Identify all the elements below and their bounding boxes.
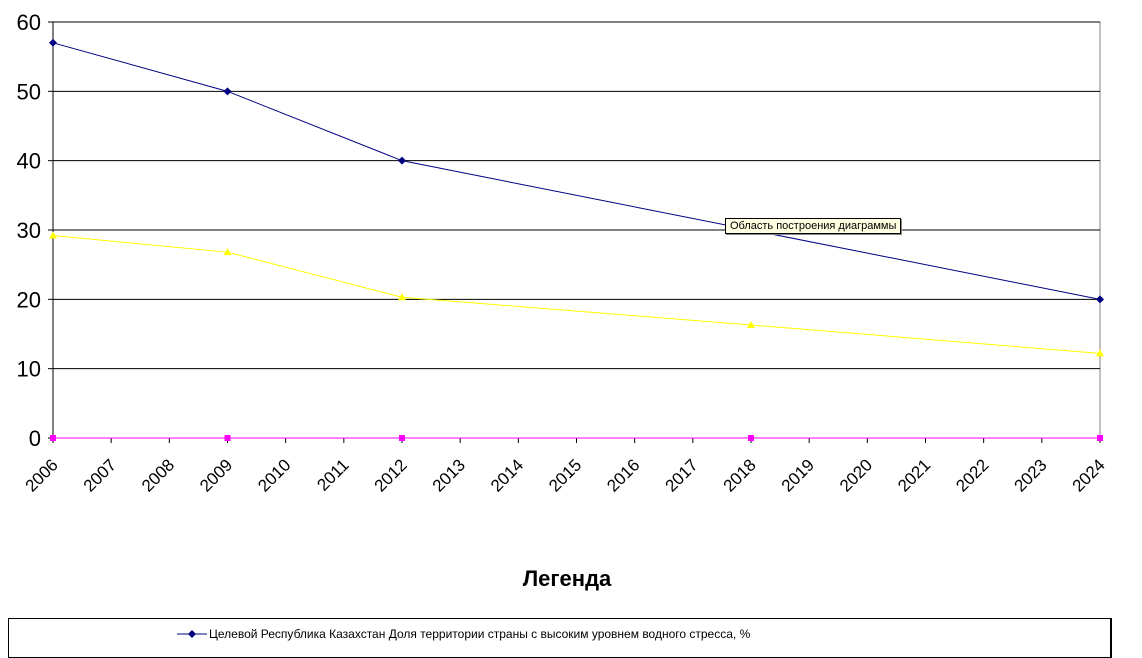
legend-entry-label: Целевой Республика Казахстан Доля террит…: [209, 627, 751, 641]
x-tick-label-2008: 2008: [138, 455, 178, 495]
y-tick-label-30: 30: [17, 218, 41, 243]
plot-area-tooltip: Область построения диаграммы: [725, 218, 902, 234]
x-tick-label-2012: 2012: [371, 455, 411, 495]
series-2-point-2018: [748, 435, 754, 441]
x-tick-label-2009: 2009: [196, 455, 236, 495]
series-0-point-2006: [49, 38, 57, 47]
legend: Целевой Республика Казахстан Доля террит…: [8, 618, 1112, 658]
x-tick-label-2020: 2020: [836, 455, 876, 495]
series-0-point-2012: [398, 156, 406, 165]
x-tick-label-2017: 2017: [661, 455, 701, 495]
series-1-point-2009: [223, 248, 232, 256]
x-tick-label-2019: 2019: [778, 455, 818, 495]
x-tick-label-2016: 2016: [603, 455, 643, 495]
series-1-point-2018: [747, 320, 755, 328]
y-tick-label-60: 60: [17, 10, 41, 35]
x-tick-labels: 2006 2007 2008 2009 2010 2011 2012 2013 2014 2015…: [22, 455, 1109, 495]
series-1-point-2006: [49, 231, 57, 239]
x-tick-label-2023: 2023: [1010, 455, 1050, 495]
series-0-point-2009: [223, 87, 232, 96]
x-tick-label-2013: 2013: [429, 455, 469, 495]
y-tick-labels: 0 10 20 30 40 50 60: [17, 10, 41, 451]
legend-entry: Целевой Республика Казахстан Доля террит…: [177, 627, 750, 641]
series-1-point-2024: [1096, 349, 1104, 357]
x-tick-label-2015: 2015: [545, 455, 585, 495]
series-0-point-2024: [1096, 295, 1104, 304]
y-tick-label-40: 40: [17, 149, 41, 174]
series-1-point-2012: [398, 293, 406, 301]
legend-series-swatch: [177, 630, 207, 638]
x-tick-label-2011: 2011: [313, 455, 352, 494]
x-tick-label-2006: 2006: [22, 455, 62, 495]
y-tick-label-50: 50: [17, 79, 41, 104]
x-tick-label-2007: 2007: [80, 455, 120, 495]
x-tick-label-2024: 2024: [1069, 455, 1109, 495]
x-tick-label-2018: 2018: [720, 455, 760, 495]
series-2-point-2006: [50, 435, 56, 441]
y-tick-label-0: 0: [29, 426, 41, 451]
x-tick-label-2022: 2022: [952, 455, 992, 495]
y-tick-label-20: 20: [17, 287, 41, 312]
legend-swatch-diamond-marker: [188, 630, 196, 638]
series-markers: [49, 38, 1104, 441]
series-2-point-2009: [224, 435, 231, 441]
series-2-point-2012: [399, 435, 405, 441]
x-tick-label-2021: 2021: [894, 455, 934, 495]
x-tick-label-2014: 2014: [487, 455, 527, 495]
legend-title: Легенда: [522, 566, 612, 591]
y-tick-label-10: 10: [17, 357, 41, 382]
series-2-point-2024: [1097, 435, 1103, 441]
x-tick-label-2010: 2010: [254, 455, 294, 495]
